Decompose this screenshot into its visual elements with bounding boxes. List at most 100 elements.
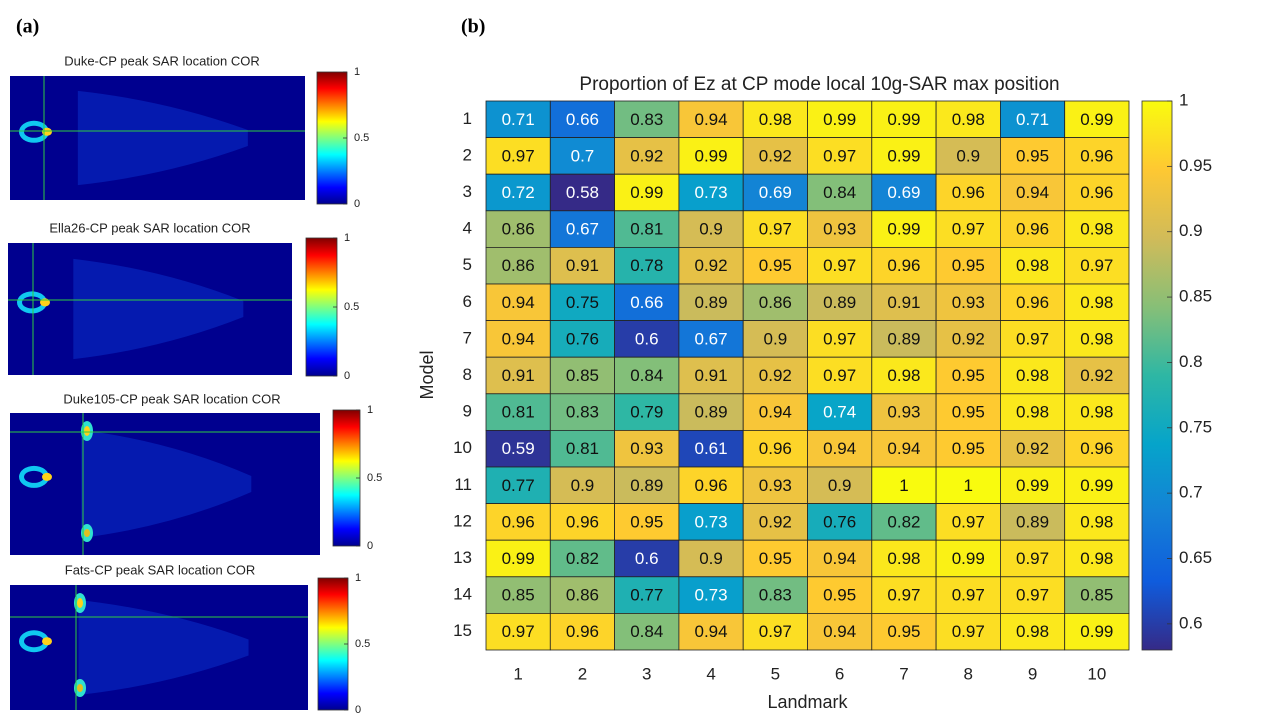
cell-label: 0.81 [630,220,663,239]
cell-label: 0.75 [566,293,599,312]
shoulder-hotspot [84,426,90,436]
cell-label: 0.97 [1016,586,1049,605]
heatmap-cell [935,503,1001,541]
cell-label: 0.96 [1080,146,1113,165]
heatmap-cell [485,429,551,468]
x-tick-label: 7 [899,664,908,683]
cell-label: 0.78 [630,256,663,275]
cell-label: 0.76 [566,329,599,348]
cell-label: 0.86 [759,293,792,312]
heatmap-cell [1000,613,1066,651]
colorbar-tick-label: 0.85 [1179,287,1212,306]
cell-label: 0.99 [823,110,856,129]
cell-label: 0.89 [695,293,728,312]
colorbar-tick-label: 0 [367,540,373,552]
cell-label: 0.97 [887,586,920,605]
cell-label: 0.94 [823,622,856,641]
colorbar-tick-label: 1 [344,232,350,244]
cell-label: 0.9 [699,220,723,239]
heatmap-cell [742,613,808,651]
heatmap-cell [1000,100,1066,138]
heatmap-cell [871,173,937,212]
heatmap-cell [1064,393,1130,431]
y-tick-label: 13 [453,548,472,567]
cell-label: 0.91 [566,256,599,275]
y-tick-label: 2 [463,145,472,164]
cell-label: 0.99 [1080,476,1113,495]
heatmap-cell [549,210,615,248]
cell-label: 0.99 [1016,476,1049,495]
heatmap-cell [678,576,744,614]
y-tick-label: 12 [453,511,472,530]
heatmap-cell [678,320,744,358]
heatmap-cell [614,356,680,395]
heatmap-cell [935,320,1001,358]
cell-label: 0.91 [695,366,728,385]
y-tick-label: 9 [463,402,472,421]
cell-label: 0.98 [1016,622,1049,641]
cell-label: 0.84 [630,366,663,385]
cell-label: 0.91 [502,366,535,385]
cell-label: 0.71 [1016,110,1049,129]
sar-map [10,413,320,555]
cell-label: 0.66 [630,293,663,312]
heatmap-cell [807,283,873,321]
x-tick-label: 2 [578,664,587,683]
cell-label: 0.89 [630,476,663,495]
cell-label: 0.96 [566,512,599,531]
x-tick-label: 3 [642,664,651,683]
heatmap-cell [742,429,808,468]
heatmap-cell [742,137,808,175]
body-field [77,90,248,186]
cell-label: 0.97 [1016,549,1049,568]
cell-label: 0.98 [1080,512,1113,531]
y-tick-label: 8 [463,365,472,384]
heatmap-cell [871,503,937,541]
heatmap-cell [1000,246,1066,285]
cell-label: 0.73 [695,183,728,202]
cell-label: 0.98 [1080,403,1113,422]
cell-label: 0.66 [566,110,599,129]
heatmap-cell [1064,503,1130,541]
cell-label: 0.97 [759,622,792,641]
cell-label: 0.94 [823,439,856,458]
cell-label: 0.86 [502,220,535,239]
colorbar [305,237,338,377]
image-title: Duke105-CP peak SAR location COR [63,391,280,406]
heatmap-cell [807,320,873,358]
cell-label: 0.97 [952,622,985,641]
cell-label: 0.89 [695,403,728,422]
colorbar-tick-label: 0.5 [344,301,359,313]
cell-label: 0.96 [1080,183,1113,202]
colorbar-tick-label: 0 [354,198,360,210]
cell-label: 0.96 [952,183,985,202]
cell-label: 0.93 [823,220,856,239]
heatmap-cell [678,283,744,321]
image-title: Duke-CP peak SAR location COR [64,53,260,68]
heatmap-cell [614,173,680,212]
heatmap-cell [1064,613,1130,651]
cell-label: 0.92 [1080,366,1113,385]
heatmap-cell [935,576,1001,614]
cell-label: 0.98 [1080,293,1113,312]
cell-label: 0.83 [566,403,599,422]
body-field [73,258,244,360]
cell-label: 0.73 [695,512,728,531]
x-tick-label: 1 [513,664,522,683]
heatmap-cell [935,539,1001,578]
heatmap-cell [871,466,937,504]
cell-label: 0.97 [823,366,856,385]
cell-label: 0.67 [695,329,728,348]
heatmap-cell [549,503,615,541]
cell-label: 0.83 [630,110,663,129]
cell-label: 0.98 [952,110,985,129]
x-tick-label: 8 [964,664,973,683]
y-tick-label: 3 [463,182,472,201]
heatmap-cell [549,246,615,285]
heatmap-cell [614,576,680,614]
cell-label: 0.6 [635,549,659,568]
cell-label: 0.97 [823,256,856,275]
cell-label: 0.95 [952,439,985,458]
heatmap-cell [1064,576,1130,614]
